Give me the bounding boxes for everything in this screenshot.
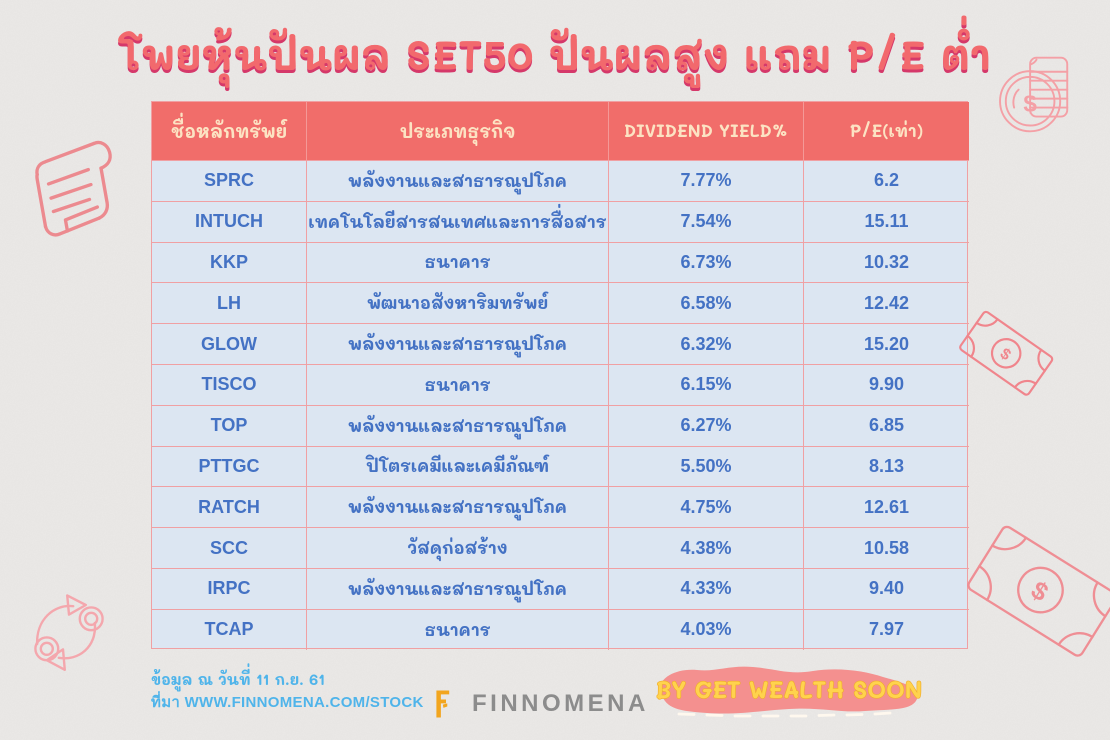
svg-text:$: $ (1023, 90, 1037, 117)
svg-text:BY GET WEALTH SOON: BY GET WEALTH SOON (656, 674, 922, 704)
svg-text:$: $ (1026, 576, 1053, 607)
svg-text:$: $ (997, 345, 1014, 364)
